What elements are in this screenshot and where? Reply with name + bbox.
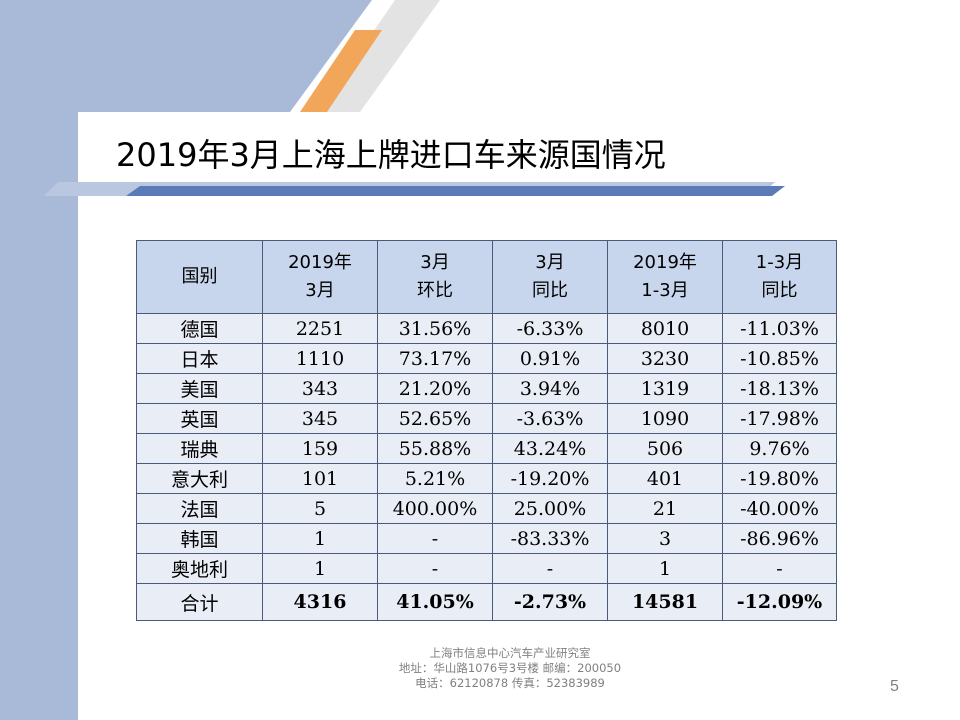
cell-march-count: 2251	[262, 313, 378, 344]
table-row: 英国 345 52.65% -3.63% 1090 -17.98%	[136, 403, 837, 434]
cell-ytd-yoy: -40.00%	[722, 493, 837, 524]
cell-march-mom: -	[377, 553, 493, 584]
left-decorative-band	[0, 0, 78, 720]
page-number: 5	[890, 678, 899, 695]
cell-march-mom: -	[377, 523, 493, 554]
cell-march-count: 159	[262, 433, 378, 464]
slide-title: 2019年3月上海上牌进口车来源国情况	[116, 136, 666, 174]
cell-country: 法国	[136, 493, 263, 524]
cell-march-yoy: -83.33%	[492, 523, 608, 554]
cell-march-count: 1	[262, 553, 378, 584]
cell-march-yoy: -2.73%	[492, 583, 608, 621]
footer-phone: 电话：62120878 传真：52383989	[415, 676, 605, 690]
table-row: 意大利 101 5.21% -19.20% 401 -19.80%	[136, 463, 837, 494]
import-source-table: 国别 2019年 3月 3月 环比 3月 同比 2019年 1-3月 1-3月 同比 德国…	[136, 240, 837, 621]
header-march-yoy: 3月 同比	[492, 240, 608, 314]
cell-ytd-count: 506	[607, 433, 723, 464]
cell-march-count: 4316	[262, 583, 378, 621]
cell-ytd-yoy: -10.85%	[722, 343, 837, 374]
cell-country: 日本	[136, 343, 263, 374]
header-march-2019: 2019年 3月	[262, 240, 378, 314]
blue-diagonal-band	[78, 0, 372, 112]
header-march-mom: 3月 环比	[377, 240, 493, 314]
cell-country: 韩国	[136, 523, 263, 554]
cell-march-yoy: -	[492, 553, 608, 584]
cell-ytd-count: 21	[607, 493, 723, 524]
orange-diagonal-stripe	[300, 30, 382, 112]
table-row: 瑞典 159 55.88% 43.24% 506 9.76%	[136, 433, 837, 464]
table-row: 法国 5 400.00% 25.00% 21 -40.00%	[136, 493, 837, 524]
cell-march-yoy: 0.91%	[492, 343, 608, 374]
table-row: 美国 343 21.20% 3.94% 1319 -18.13%	[136, 373, 837, 404]
cell-march-count: 101	[262, 463, 378, 494]
cell-march-yoy: -6.33%	[492, 313, 608, 344]
header-jan-mar-yoy: 1-3月 同比	[722, 240, 837, 314]
cell-march-yoy: -3.63%	[492, 403, 608, 434]
cell-march-mom: 73.17%	[377, 343, 493, 374]
cell-march-count: 345	[262, 403, 378, 434]
cell-ytd-count: 1090	[607, 403, 723, 434]
header-country: 国别	[136, 240, 263, 314]
cell-ytd-count: 14581	[607, 583, 723, 621]
cell-ytd-count: 401	[607, 463, 723, 494]
footer-address: 地址：华山路1076号3号楼 邮编：200050	[398, 661, 622, 675]
cell-ytd-yoy: -17.98%	[722, 403, 837, 434]
cell-country: 意大利	[136, 463, 263, 494]
cell-march-count: 1110	[262, 343, 378, 374]
cell-march-mom: 5.21%	[377, 463, 493, 494]
table-row: 韩国 1- -83.33% 3 -86.96%	[136, 523, 837, 554]
cell-march-mom: 55.88%	[377, 433, 493, 464]
table-row: 奥地利 1- -1-	[136, 553, 837, 584]
cell-march-yoy: 43.24%	[492, 433, 608, 464]
footer-contact: 上海市信息中心汽车产业研究室 地址：华山路1076号3号楼 邮编：200050 …	[300, 646, 720, 691]
gray-diagonal-stripe	[318, 0, 440, 112]
cell-ytd-yoy: -19.80%	[722, 463, 837, 494]
cell-march-yoy: 3.94%	[492, 373, 608, 404]
cell-ytd-yoy: 9.76%	[722, 433, 837, 464]
cell-ytd-yoy: -	[722, 553, 837, 584]
cell-ytd-count: 8010	[607, 313, 723, 344]
cell-country: 瑞典	[136, 433, 263, 464]
cell-ytd-count: 3	[607, 523, 723, 554]
header-jan-mar-2019: 2019年 1-3月	[607, 240, 723, 314]
table-row: 德国 2251 31.56% -6.33% 8010 -11.03%	[136, 313, 837, 344]
cell-ytd-yoy: -18.13%	[722, 373, 837, 404]
footer-org: 上海市信息中心汽车产业研究室	[429, 646, 591, 660]
cell-march-count: 5	[262, 493, 378, 524]
cell-country: 奥地利	[136, 553, 263, 584]
cell-ytd-count: 1319	[607, 373, 723, 404]
cell-country: 美国	[136, 373, 263, 404]
cell-march-count: 343	[262, 373, 378, 404]
table-header-row: 国别 2019年 3月 3月 环比 3月 同比 2019年 1-3月 1-3月 同比	[136, 240, 837, 314]
cell-march-mom: 41.05%	[377, 583, 493, 621]
cell-ytd-yoy: -12.09%	[722, 583, 837, 621]
cell-ytd-yoy: -11.03%	[722, 313, 837, 344]
table-row: 日本 1110 73.17% 0.91% 3230 -10.85%	[136, 343, 837, 374]
cell-march-mom: 52.65%	[377, 403, 493, 434]
cell-ytd-yoy: -86.96%	[722, 523, 837, 554]
cell-march-mom: 31.56%	[377, 313, 493, 344]
cell-march-mom: 21.20%	[377, 373, 493, 404]
table-total-row: 合计 4316 41.05% -2.73% 14581 -12.09%	[136, 583, 837, 621]
cell-ytd-count: 1	[607, 553, 723, 584]
cell-march-yoy: -19.20%	[492, 463, 608, 494]
cell-march-yoy: 25.00%	[492, 493, 608, 524]
cell-march-count: 1	[262, 523, 378, 554]
cell-country: 德国	[136, 313, 263, 344]
cell-ytd-count: 3230	[607, 343, 723, 374]
cell-country: 合计	[136, 583, 263, 621]
cell-march-mom: 400.00%	[377, 493, 493, 524]
cell-country: 英国	[136, 403, 263, 434]
